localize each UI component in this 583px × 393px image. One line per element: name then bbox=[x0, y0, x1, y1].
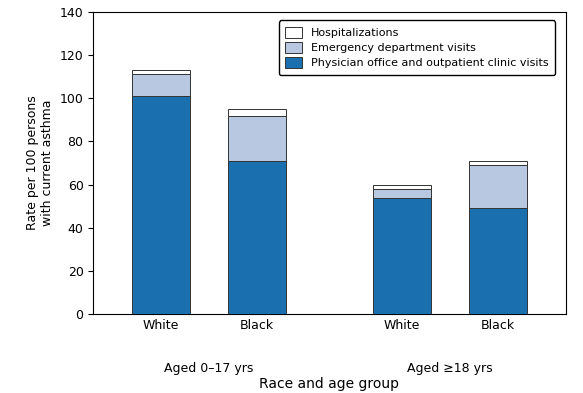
Bar bbox=[132, 70, 189, 74]
Bar bbox=[132, 74, 189, 96]
Bar bbox=[228, 109, 286, 116]
Y-axis label: Rate per 100 persons
with current asthma: Rate per 100 persons with current asthma bbox=[26, 96, 54, 230]
Bar bbox=[228, 116, 286, 161]
Bar bbox=[373, 189, 431, 198]
Text: Aged 0–17 yrs: Aged 0–17 yrs bbox=[164, 362, 254, 375]
Bar bbox=[469, 208, 527, 314]
Bar bbox=[132, 96, 189, 314]
Text: Aged ≥18 yrs: Aged ≥18 yrs bbox=[407, 362, 493, 375]
Bar bbox=[373, 185, 431, 189]
Bar bbox=[469, 165, 527, 208]
Bar bbox=[373, 198, 431, 314]
Legend: Hospitalizations, Emergency department visits, Physician office and outpatient c: Hospitalizations, Emergency department v… bbox=[279, 20, 555, 75]
Bar bbox=[228, 161, 286, 314]
Bar bbox=[469, 161, 527, 165]
X-axis label: Race and age group: Race and age group bbox=[259, 377, 399, 391]
